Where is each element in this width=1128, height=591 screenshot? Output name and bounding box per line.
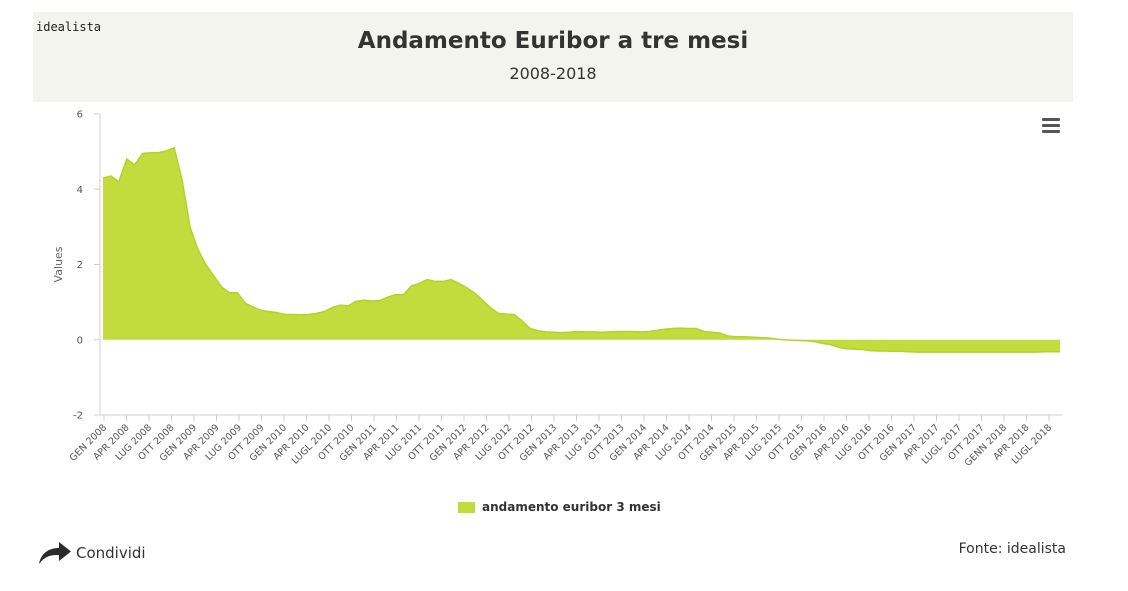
menu-bar xyxy=(1042,130,1060,133)
y-tick-label: 2 xyxy=(77,260,83,271)
series-line xyxy=(102,146,1060,353)
y-tick-label: 4 xyxy=(77,185,83,196)
chart-axes xyxy=(94,113,1062,421)
chart-series xyxy=(102,146,1060,353)
y-tick-label: 6 xyxy=(77,110,83,121)
y-tick-label: 0 xyxy=(77,335,83,346)
share-button[interactable]: Condividi xyxy=(38,541,146,565)
legend-swatch xyxy=(458,501,475,513)
share-arrow-icon xyxy=(39,542,71,564)
legend-label: andamento euribor 3 mesi xyxy=(482,500,661,514)
source-credit: Fonte: idealista xyxy=(958,541,1066,557)
y-axis-title: Values xyxy=(52,246,65,282)
chart-header: idealista Andamento Euribor a tre mesi 2… xyxy=(33,12,1073,102)
menu-bar xyxy=(1042,124,1060,127)
chart-subtitle: 2008-2018 xyxy=(509,64,597,83)
hamburger-menu-icon[interactable] xyxy=(1042,118,1060,134)
chart-legend[interactable]: andamento euribor 3 mesi xyxy=(458,500,661,514)
series-area xyxy=(103,147,1060,353)
menu-bar xyxy=(1042,118,1060,121)
chart-title: Andamento Euribor a tre mesi xyxy=(357,28,749,54)
brand-logo-text: idealista xyxy=(36,20,102,34)
share-label: Condividi xyxy=(76,544,146,562)
y-tick-label: -2 xyxy=(73,411,83,422)
